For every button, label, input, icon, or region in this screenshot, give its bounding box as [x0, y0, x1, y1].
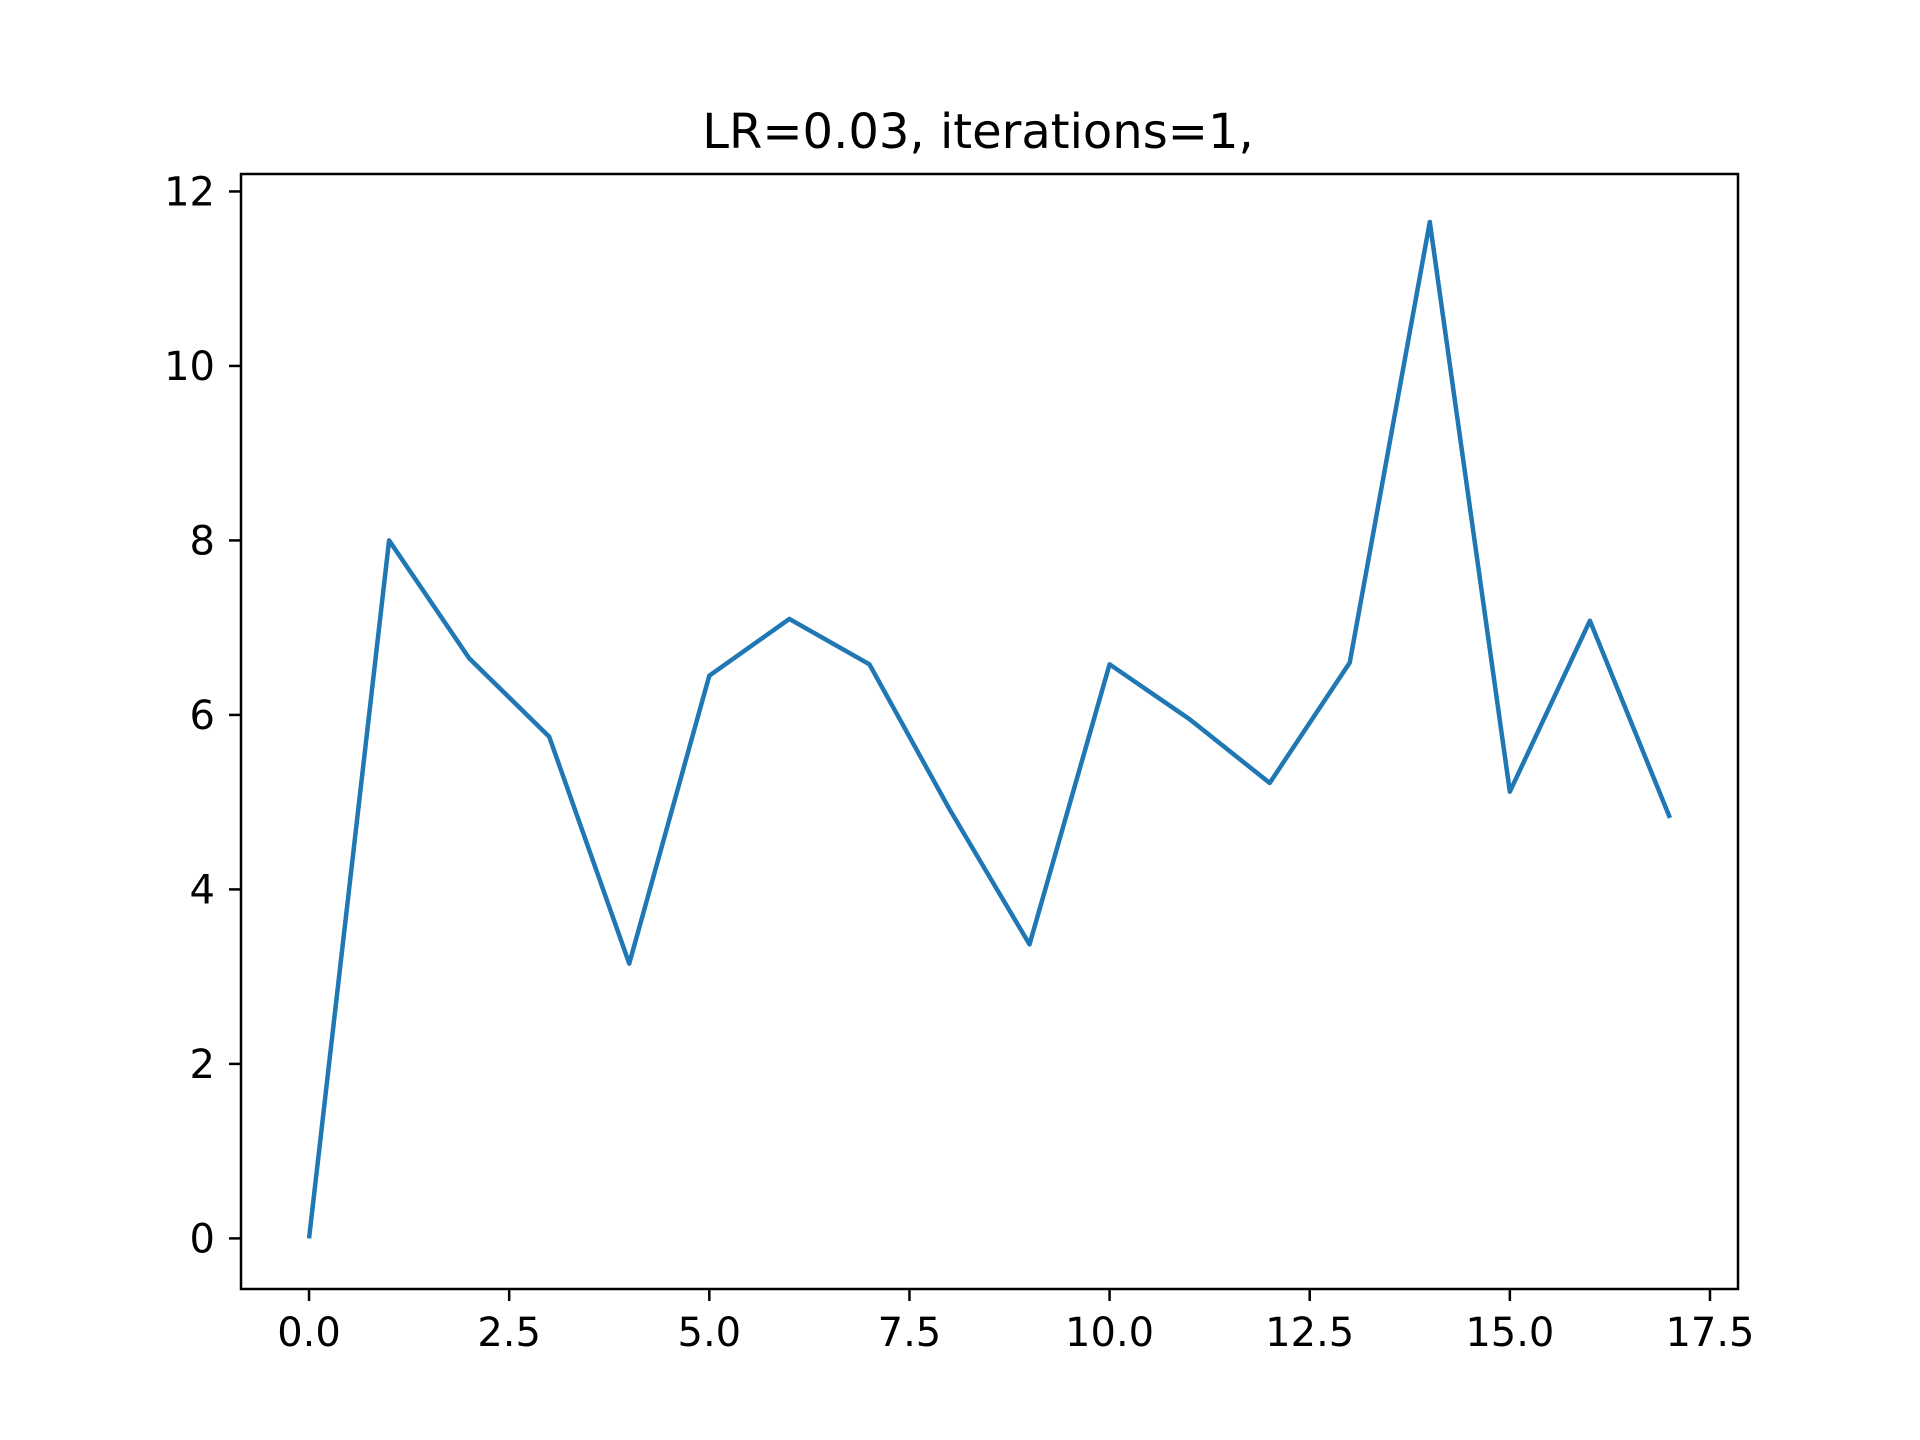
- y-tick-label: 10: [164, 344, 215, 390]
- series-line: [306, 219, 1673, 1239]
- y-tick-label: 6: [190, 693, 215, 739]
- x-tick-label: 5.0: [678, 1310, 742, 1356]
- x-tick-label: 2.5: [477, 1310, 541, 1356]
- x-axis: 0.0 2.5 5.0 7.5 10.0 12.5 15.0 17.5: [277, 1289, 1755, 1356]
- x-tick-label: 7.5: [878, 1310, 942, 1356]
- series-layer: [306, 219, 1673, 1239]
- x-tick-label: 0.0: [277, 1310, 341, 1356]
- y-tick-label: 8: [190, 518, 215, 564]
- y-tick-label: 4: [190, 867, 215, 913]
- y-tick-label: 12: [164, 169, 215, 215]
- x-tick-label: 12.5: [1265, 1310, 1354, 1356]
- y-tick-label: 2: [190, 1042, 215, 1088]
- chart-title: LR=0.03, iterations=1,: [702, 104, 1254, 160]
- y-tick-label: 0: [190, 1216, 215, 1262]
- x-tick-label: 17.5: [1665, 1310, 1754, 1356]
- x-tick-label: 10.0: [1065, 1310, 1154, 1356]
- x-tick-label: 15.0: [1465, 1310, 1554, 1356]
- plot-frame: [239, 172, 1740, 1291]
- y-axis: 0 2 4 6 8 10 12: [164, 169, 241, 1262]
